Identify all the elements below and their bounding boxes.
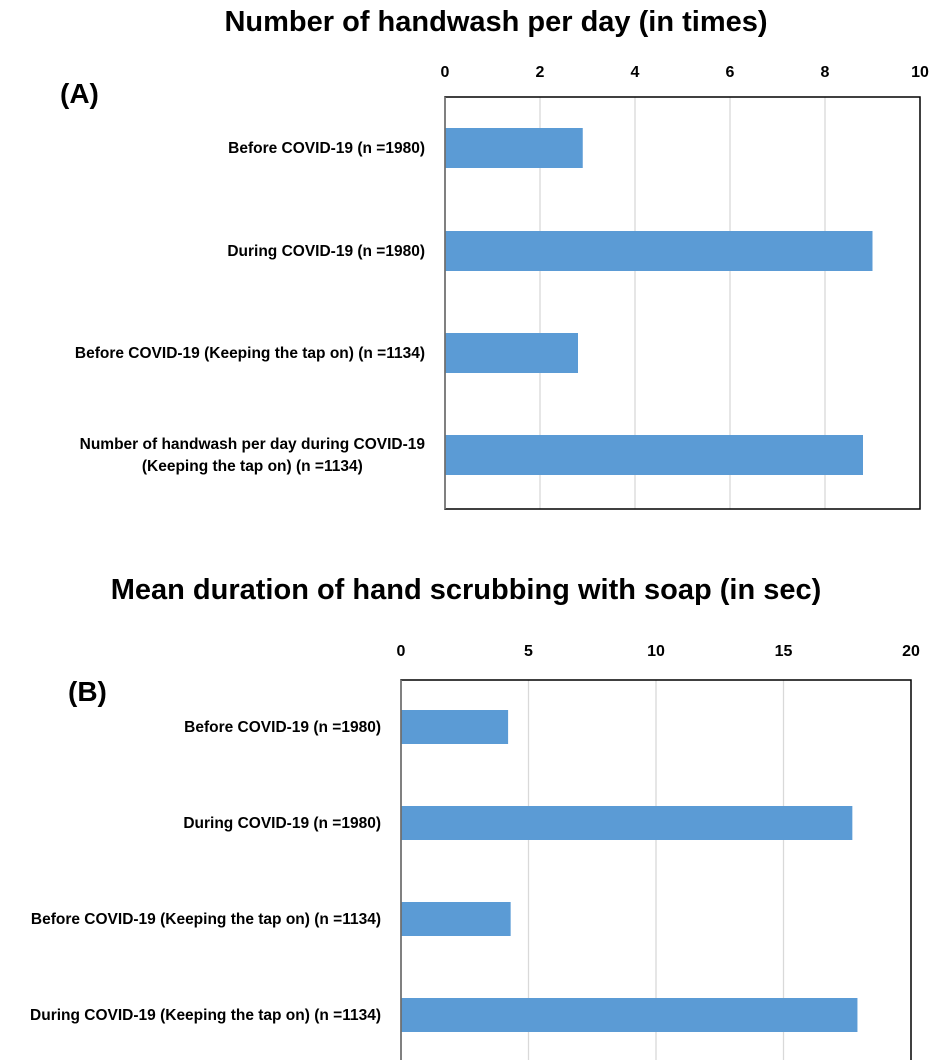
chart-a-x-tick-label: 4 [631,64,640,81]
chart-b-category-label: During COVID-19 (n =1980) [183,815,381,832]
chart-a-category-label: Before COVID-19 (Keeping the tap on) (n … [75,345,425,362]
chart-a-x-tick-label: 0 [441,64,450,81]
chart-b-category-label: During COVID-19 (Keeping the tap on) (n … [30,1007,381,1024]
chart-b-category-label: Before COVID-19 (n =1980) [184,719,381,736]
chart-a-category-label: Before COVID-19 (n =1980) [228,140,425,157]
chart-b-category-label: Before COVID-19 (Keeping the tap on) (n … [31,911,381,928]
chart-a-category-label: Number of handwash per day during COVID-… [80,436,426,475]
chart-b-x-tick-label: 15 [775,643,793,660]
chart-a-category-label-line: (Keeping the tap on) (n =1134) [142,458,363,475]
chart-b-x-tick-label: 5 [524,643,533,660]
chart-a-bar [445,333,578,373]
chart-b-bar [401,998,858,1032]
chart-b-panel-label: (B) [68,676,107,707]
chart-b-bar [401,806,853,840]
chart-b-title: Mean duration of hand scrubbing with soa… [110,574,822,606]
chart-a-category-label: During COVID-19 (n =1980) [227,243,425,260]
chart-b-x-tick-label: 20 [902,643,920,660]
chart-a-category-label-line: Number of handwash per day during COVID-… [80,436,426,453]
chart-a-x-tick-label: 8 [821,64,830,81]
chart-a-panel-label: (A) [60,78,99,109]
chart-b-x-tick-label: 0 [397,643,406,660]
chart-a-bar [445,128,583,168]
chart-a-bar [445,435,863,475]
chart-a-title: Number of handwash per day (in times) [224,6,768,38]
chart-a-bar [445,231,873,271]
chart-b-x-tick-label: 10 [647,643,665,660]
chart-a-plot: 0 2 4 6 8 10 Before COVID-19 (n =1980) During C… [75,64,929,510]
chart-b-bar [401,902,511,936]
chart-a-x-tick-label: 6 [726,64,735,81]
chart-a-x-tick-label: 10 [911,64,929,81]
chart-b-bar [401,710,509,744]
chart-a-x-tick-label: 2 [536,64,545,81]
